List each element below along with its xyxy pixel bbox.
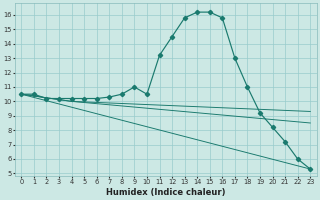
X-axis label: Humidex (Indice chaleur): Humidex (Indice chaleur) <box>106 188 226 197</box>
